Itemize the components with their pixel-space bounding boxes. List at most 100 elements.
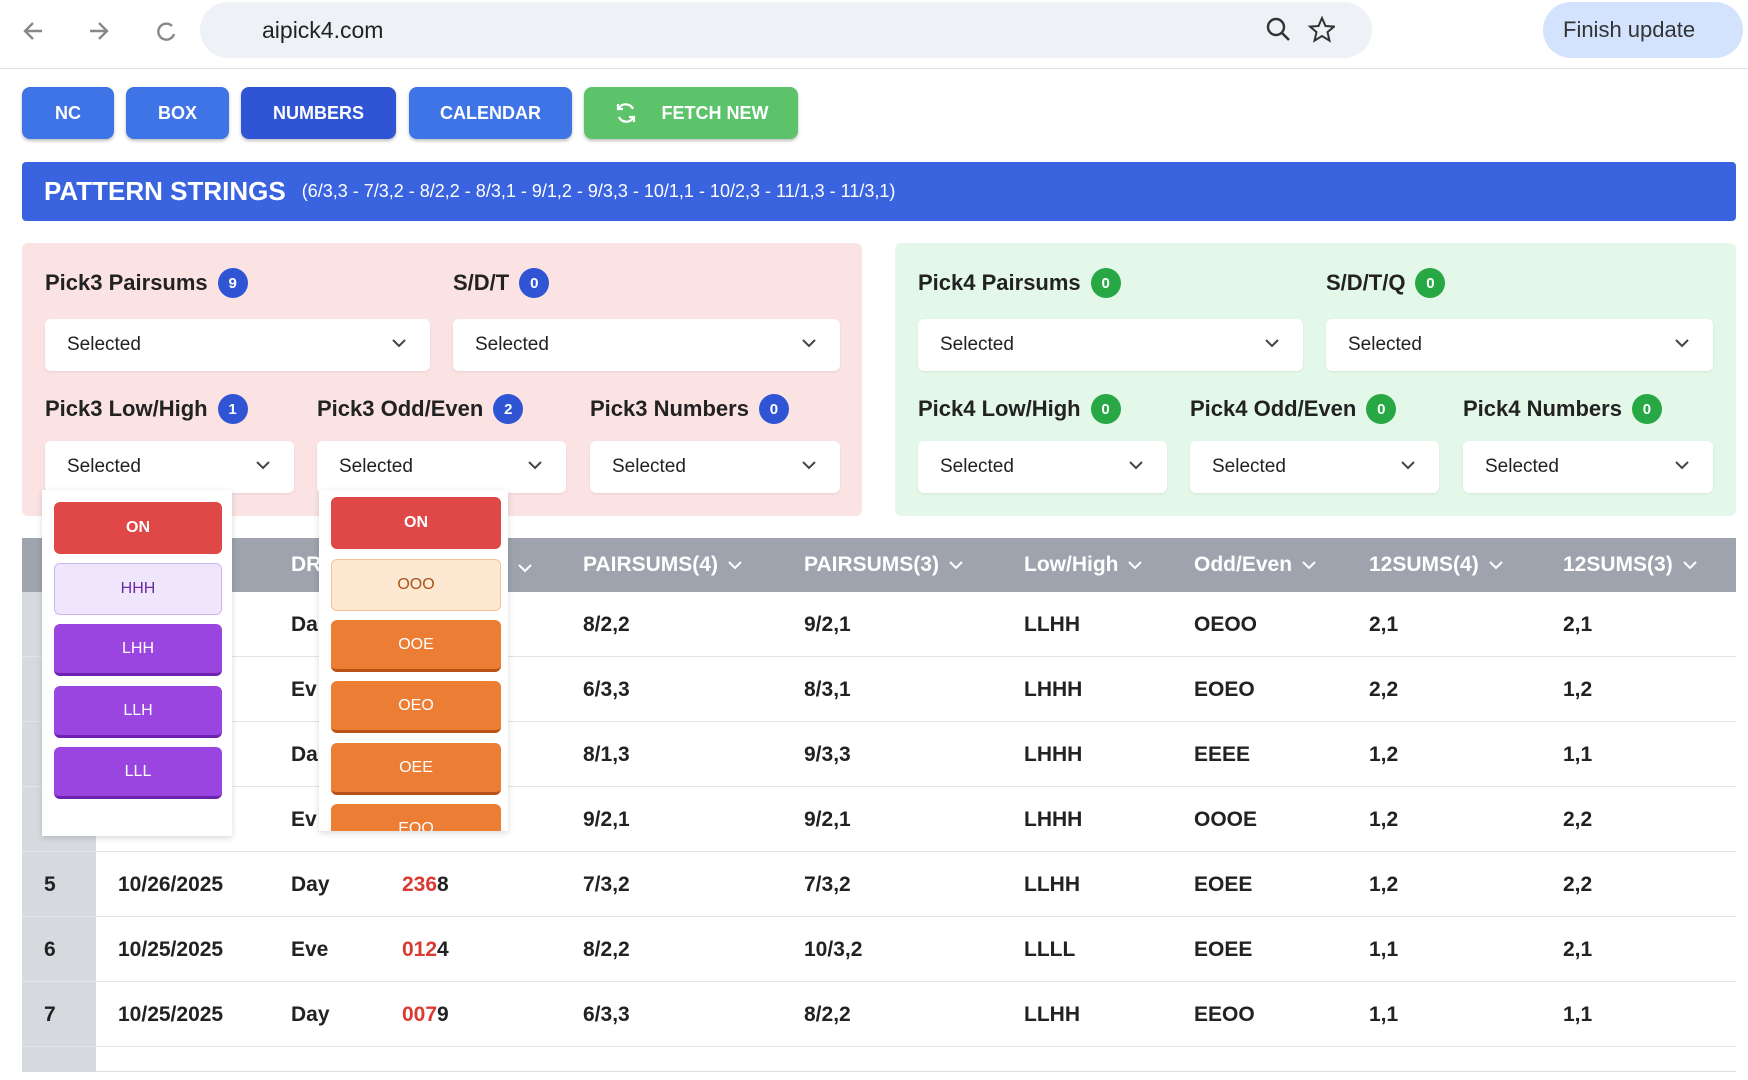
header-text: Odd/Even <box>1194 553 1293 576</box>
table-cell: 2,1 <box>1369 592 1398 657</box>
chevron <box>728 561 742 570</box>
cell-text: 10/25/2025 <box>118 937 224 961</box>
dropdown-option[interactable]: LHH <box>54 624 222 676</box>
dropdown-option[interactable]: ON <box>331 497 501 549</box>
option-text: OEO <box>398 696 434 714</box>
cell-text: 2,2 <box>1563 872 1593 896</box>
update-button[interactable]: Finish update <box>1543 2 1743 58</box>
filter-label: S/D/T 0 <box>453 266 550 300</box>
dropdown-option[interactable]: EOO <box>331 804 501 831</box>
dropdown-option[interactable]: LLH <box>54 686 222 738</box>
row-index-bg <box>22 852 96 917</box>
cell-text: 1,2 <box>1369 807 1399 831</box>
table-cell: LLHH <box>1024 982 1080 1047</box>
select-box[interactable]: Selected <box>590 441 840 493</box>
toolbar-button[interactable]: NUMBERS <box>241 87 396 139</box>
chevron <box>392 339 406 348</box>
cell-text: 6/3,3 <box>583 677 630 701</box>
select-box[interactable]: Selected <box>45 319 430 371</box>
toolbar-button[interactable]: NC <box>22 87 114 139</box>
select-box[interactable]: Selected <box>45 441 294 493</box>
select-box[interactable]: Selected <box>1190 441 1439 493</box>
address-icons <box>1266 16 1335 43</box>
dropdown-option[interactable]: ON <box>54 502 222 554</box>
table-cell: LHHH <box>1024 787 1082 852</box>
header-text: 12SUMS(4) <box>1369 553 1479 576</box>
cell-text: Day <box>291 872 330 896</box>
dropdown-option[interactable]: OEE <box>331 743 501 795</box>
count-badge: 9 <box>217 268 248 298</box>
dropdown-option[interactable]: OOE <box>331 620 501 672</box>
cell-text: EEEE <box>1194 742 1251 766</box>
cell-text: Da <box>291 742 318 766</box>
table-cell: LLHH <box>1024 592 1080 657</box>
dropdown-option[interactable]: LLL <box>54 747 222 799</box>
chevron <box>802 339 816 348</box>
chevron <box>1128 561 1143 570</box>
address-bar[interactable]: aipick4.com <box>200 2 1372 58</box>
table-cell: Ev <box>291 787 317 852</box>
toolbar-button[interactable]: FETCH NEW <box>584 87 798 139</box>
table-cell: 1,2 <box>1369 722 1398 787</box>
cell-text: 6 <box>44 937 56 961</box>
count-badge: 0 <box>1090 394 1121 424</box>
cell-text: 9/2,1 <box>804 612 851 636</box>
filter-label-text: Pick3 Odd/Even <box>317 396 484 421</box>
filter-label-text: S/D/T <box>453 270 510 295</box>
table-cell: 8/3,1 <box>804 657 851 722</box>
table-cell: OEOO <box>1194 592 1257 657</box>
cell-text: EOEE <box>1194 937 1253 961</box>
cell-text: Ev <box>291 807 317 831</box>
cell-text: 9/3,3 <box>804 742 851 766</box>
update-text: Finish update <box>1563 17 1696 42</box>
cell-text: 1,1 <box>1369 1002 1399 1026</box>
dropdown-option[interactable]: OEO <box>331 681 501 733</box>
dropdown-option[interactable]: OOO <box>331 559 501 611</box>
cell-text: 7 <box>44 1002 56 1026</box>
header-text: DR <box>291 553 322 576</box>
count-badge: 0 <box>1631 394 1662 424</box>
chevron <box>1265 339 1279 348</box>
filter-label: Pick4 Pairsums 0 <box>918 266 1121 300</box>
select-box[interactable]: Selected <box>1463 441 1713 493</box>
banner-title: PATTERN STRINGS <box>44 176 286 206</box>
option-text: LLH <box>123 701 153 719</box>
cell-text: 9/2,1 <box>583 807 630 831</box>
select-box[interactable]: Selected <box>453 319 840 371</box>
header-cell: 12SUMS(3) <box>1563 538 1697 592</box>
table-cell: LHHH <box>1024 722 1082 787</box>
cell-text: 5 <box>44 872 56 896</box>
table-cell: 10/25/2025 <box>118 917 223 982</box>
cell-text: 8/2,2 <box>804 1002 851 1026</box>
filter-label-text: Pick3 Pairsums <box>45 270 208 295</box>
table-cell: 1,2 <box>1369 852 1398 917</box>
cell-text: LLHH <box>1024 1002 1080 1026</box>
count-badge: 1 <box>217 394 248 424</box>
cell-text: LHHH <box>1024 807 1083 831</box>
table-cell: Da <box>291 722 318 787</box>
select-text: Selected <box>1212 456 1286 477</box>
toolbar-button[interactable]: BOX <box>126 87 229 139</box>
select-box[interactable]: Selected <box>317 441 566 493</box>
table-cell: EEEE <box>1194 722 1250 787</box>
table-cell: 1,1 <box>1369 982 1398 1047</box>
button-text: NC <box>55 102 81 123</box>
table-cell: 9/2,1 <box>583 787 630 852</box>
select-box[interactable]: Selected <box>1326 319 1713 371</box>
cell-text: 1,1 <box>1563 742 1593 766</box>
cell-text: 8/1,3 <box>583 742 630 766</box>
number-hit: 007 <box>402 1002 438 1026</box>
button-text: CALENDAR <box>440 102 541 123</box>
table-cell: 6/3,3 <box>583 982 630 1047</box>
table-cell: LLHH <box>1024 852 1080 917</box>
header-cell: Low/High <box>1024 538 1143 592</box>
select-box[interactable]: Selected <box>918 319 1303 371</box>
select-box[interactable]: Selected <box>918 441 1167 493</box>
header-chevron <box>518 560 532 578</box>
cell-text: OEOO <box>1194 612 1258 636</box>
toolbar-button[interactable]: CALENDAR <box>409 87 572 139</box>
chevron <box>256 461 270 470</box>
select-text: Selected <box>940 334 1014 355</box>
dropdown-option[interactable]: HHH <box>54 563 222 615</box>
table-cell: 8/2,2 <box>804 982 851 1047</box>
